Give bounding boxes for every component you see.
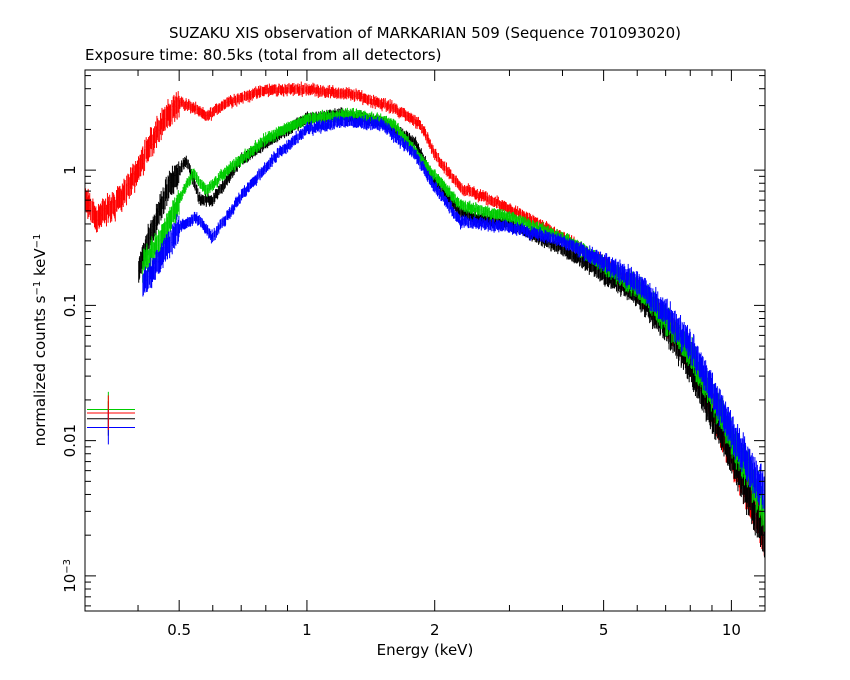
- plot-area: [85, 81, 765, 558]
- chart-title: SUZAKU XIS observation of MARKARIAN 509 …: [169, 24, 681, 42]
- chart-subtitle: Exposure time: 80.5ks (total from all de…: [85, 46, 441, 64]
- series-1: [138, 107, 765, 558]
- series-layer: [85, 81, 765, 558]
